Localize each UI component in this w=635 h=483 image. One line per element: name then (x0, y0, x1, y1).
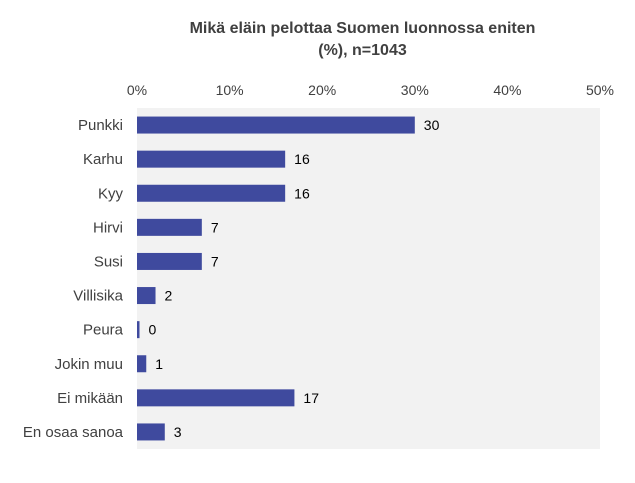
data-label: 2 (165, 288, 173, 304)
data-label: 16 (294, 151, 310, 167)
data-label: 3 (174, 424, 182, 440)
x-tick-label: 50% (586, 82, 614, 98)
y-category-label: En osaa sanoa (23, 424, 124, 441)
chart-title-line-1: Mikä eläin pelottaa Suomen luonnossa eni… (189, 20, 536, 37)
bar (137, 423, 165, 441)
bar (137, 218, 202, 236)
y-category-label: Karhu (83, 151, 123, 168)
y-category-label: Peura (83, 322, 124, 339)
chart-title-line-2: (%), n=1043 (318, 42, 407, 59)
data-label: 30 (424, 117, 440, 133)
y-category-label: Villisika (73, 288, 123, 305)
chart-title: Mikä eläin pelottaa Suomen luonnossa eni… (0, 18, 635, 62)
data-label: 7 (211, 219, 219, 235)
data-label: 1 (155, 356, 163, 372)
y-category-label: Punkki (78, 117, 123, 134)
bar (137, 321, 140, 339)
x-tick-label: 40% (493, 82, 521, 98)
x-tick-label: 10% (216, 82, 244, 98)
bar (137, 389, 295, 407)
data-label: 7 (211, 253, 219, 269)
y-category-label: Ei mikään (57, 390, 123, 407)
data-label: 16 (294, 185, 310, 201)
data-label: 0 (149, 322, 157, 338)
bar (137, 116, 415, 134)
bar (137, 355, 147, 373)
x-tick-label: 20% (308, 82, 336, 98)
x-tick-label: 0% (127, 82, 147, 98)
x-tick-label: 30% (401, 82, 429, 98)
y-category-label: Susi (94, 253, 123, 270)
y-category-label: Hirvi (93, 219, 123, 236)
y-category-label: Kyy (98, 185, 124, 202)
bar (137, 287, 156, 305)
bar (137, 252, 202, 270)
y-category-label: Jokin muu (55, 356, 123, 373)
bar (137, 184, 286, 202)
bar (137, 150, 286, 168)
data-label: 17 (303, 390, 319, 406)
